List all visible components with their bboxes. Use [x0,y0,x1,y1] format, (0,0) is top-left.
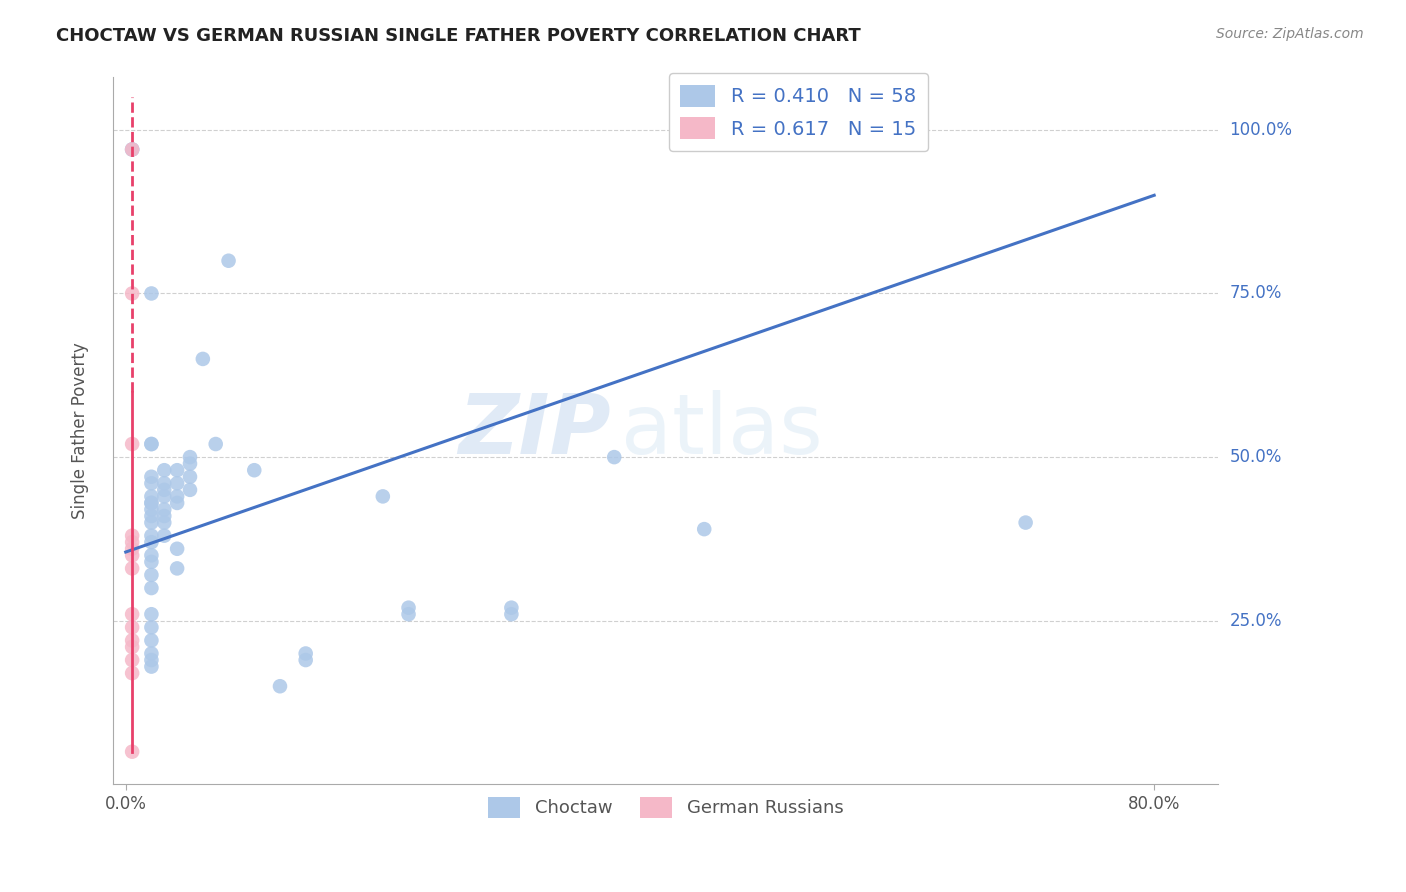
Point [121,745,143,759]
Point [693,522,716,536]
Point [153,463,176,477]
Point [141,469,163,483]
Point [141,653,163,667]
Point [141,581,163,595]
Point [141,509,163,524]
Point [121,561,143,575]
Point [141,549,163,563]
Text: 50.0%: 50.0% [1230,448,1282,467]
Point [121,535,143,549]
Point [121,653,143,667]
Text: 25.0%: 25.0% [1230,612,1282,630]
Point [141,659,163,673]
Point [141,286,163,301]
Point [398,607,420,622]
Point [121,640,143,654]
Point [153,529,176,543]
Point [153,476,176,491]
Point [121,666,143,681]
Point [204,437,226,451]
Point [179,483,201,497]
Text: Source: ZipAtlas.com: Source: ZipAtlas.com [1216,27,1364,41]
Point [153,516,176,530]
Point [1014,516,1036,530]
Y-axis label: Single Father Poverty: Single Father Poverty [72,343,89,519]
Point [243,463,266,477]
Point [179,457,201,471]
Point [141,555,163,569]
Point [153,502,176,516]
Point [371,489,394,503]
Text: ZIP: ZIP [458,391,610,472]
Point [121,541,143,556]
Text: 100.0%: 100.0% [1230,120,1292,139]
Point [141,535,163,549]
Point [153,509,176,524]
Point [141,437,163,451]
Point [121,620,143,634]
Point [141,607,163,622]
Point [179,450,201,464]
Point [166,463,188,477]
Point [141,529,163,543]
Point [121,437,143,451]
Point [121,143,143,157]
Point [141,620,163,634]
Text: 75.0%: 75.0% [1230,285,1282,302]
Text: atlas: atlas [621,391,823,472]
Point [153,483,176,497]
Point [121,143,143,157]
Point [141,437,163,451]
Text: CHOCTAW VS GERMAN RUSSIAN SINGLE FATHER POVERTY CORRELATION CHART: CHOCTAW VS GERMAN RUSSIAN SINGLE FATHER … [56,27,860,45]
Point [166,476,188,491]
Point [121,529,143,543]
Point [141,496,163,510]
Point [218,253,240,268]
Point [141,496,163,510]
Point [166,561,188,575]
Point [121,607,143,622]
Point [121,633,143,648]
Point [153,489,176,503]
Point [141,568,163,582]
Point [501,607,523,622]
Legend: Choctaw, German Russians: Choctaw, German Russians [481,789,851,825]
Point [501,600,523,615]
Point [191,351,214,366]
Point [398,600,420,615]
Point [141,502,163,516]
Point [141,489,163,503]
Point [141,476,163,491]
Point [269,679,291,693]
Point [141,633,163,648]
Point [294,653,316,667]
Point [121,143,143,157]
Point [121,286,143,301]
Point [166,541,188,556]
Point [121,549,143,563]
Point [166,489,188,503]
Point [141,516,163,530]
Point [294,647,316,661]
Point [603,450,626,464]
Point [141,647,163,661]
Point [166,496,188,510]
Point [179,469,201,483]
